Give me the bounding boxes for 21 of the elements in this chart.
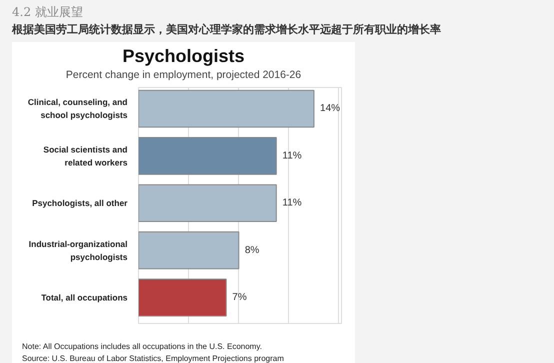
chart-title: Psychologists: [122, 45, 245, 68]
bar: [138, 184, 277, 222]
y-tick-label: Psychologists, all other: [32, 198, 128, 208]
text: 根据美国劳工局统计数据显示，美国对心理学家的需求增长水平远超于所有职业的增长率: [12, 22, 441, 38]
text: Note: All Occupations includes all occupations in the U.S. Economy.: [22, 341, 262, 352]
y-tick-label: Clinical, counseling, and school psychologists: [28, 97, 128, 120]
data-label: 14%: [320, 103, 340, 114]
bar: [138, 90, 314, 128]
bar: [138, 137, 277, 175]
data-label: 8%: [244, 244, 260, 256]
data-label: 7%: [232, 292, 247, 304]
data-label: 11%: [282, 198, 302, 209]
bar: [138, 231, 240, 270]
y-tick-label: Social scientists and related workers: [43, 144, 128, 168]
data-label: 11%: [282, 150, 302, 162]
bar: [138, 278, 227, 316]
y-tick-label: Industrial-organizational psychologists: [28, 238, 128, 262]
y-tick-label: Total, all occupations: [41, 292, 128, 303]
text: 4.2 就业展望: [12, 4, 83, 21]
source-note: Source: U.S. Bureau of Labor Statistics, Employment Projections program: [22, 353, 284, 363]
chart-subtitle: Percent change in employment, projected 2016-26: [66, 68, 302, 83]
